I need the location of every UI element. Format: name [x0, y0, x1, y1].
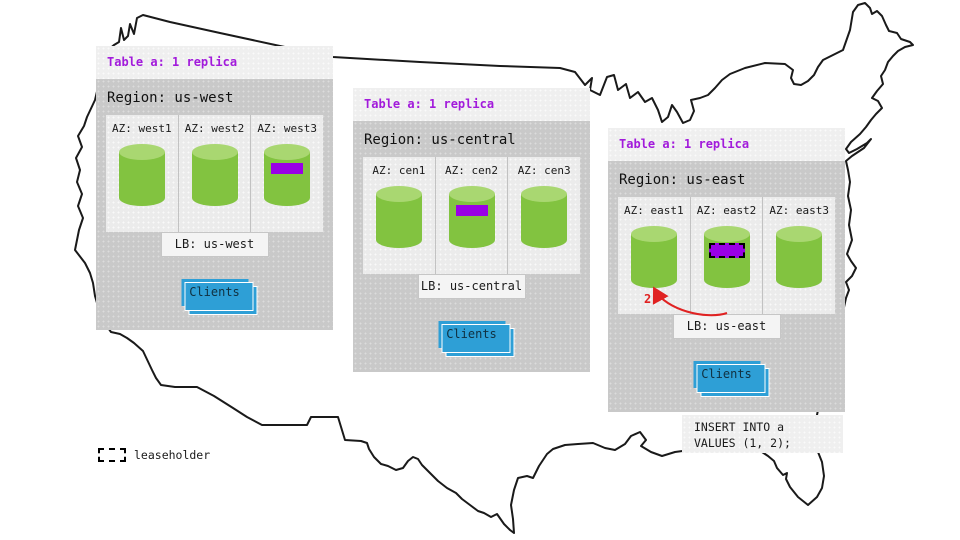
az-label: AZ: east3	[769, 204, 829, 217]
replica-range	[708, 243, 745, 258]
database-node-cylinder	[118, 144, 165, 206]
region-body: Region: us-central AZ: cen1 AZ: cen2 AZ:…	[353, 121, 590, 372]
table-replica-header: Table a: 1 replica (leaseholder)	[608, 128, 845, 184]
az-label: AZ: cen1	[372, 164, 426, 177]
load-balancer-box: LB: us-west	[160, 232, 269, 257]
replica-range	[271, 163, 304, 174]
inserted-value-label: 2	[644, 292, 652, 306]
region-title: Region: us-west	[107, 90, 234, 106]
region-title: Region: us-east	[619, 172, 746, 188]
replica-range	[455, 205, 488, 216]
region-panel-us-east: Table a: 1 replica (leaseholder) Region:…	[608, 128, 845, 412]
clients-box: Clients	[438, 321, 514, 357]
load-balancer-box: LB: us-central	[417, 274, 526, 299]
leaseholder-legend: leaseholder	[98, 448, 210, 462]
az-column: AZ: east2	[691, 197, 764, 314]
region-body: Region: us-east AZ: east1 AZ: east2 AZ: …	[608, 161, 845, 412]
region-panel-us-west: Table a: 1 replica Region: us-west AZ: w…	[96, 46, 333, 330]
clients-box: Clients	[693, 361, 769, 397]
database-node-cylinder	[448, 186, 495, 248]
database-node-cylinder	[703, 226, 750, 288]
load-balancer-box: LB: us-east	[672, 314, 781, 339]
az-label: AZ: west2	[184, 122, 245, 135]
table-replica-header: Table a: 1 replica	[96, 46, 333, 79]
region-panel-us-central: Table a: 1 replica Region: us-central AZ…	[353, 88, 590, 372]
sql-insert-statement: INSERT INTO a VALUES (1, 2);	[682, 415, 843, 453]
az-label: AZ: east2	[696, 204, 757, 217]
az-column: AZ: west1	[106, 115, 179, 232]
az-container: AZ: east1 AZ: east2 AZ: east3	[618, 197, 835, 314]
database-node-cylinder	[191, 144, 238, 206]
region-body: Region: us-west AZ: west1 AZ: west2 AZ: …	[96, 79, 333, 330]
usa-border-path	[74, 2, 914, 534]
leaseholder-legend-label: leaseholder	[134, 448, 211, 462]
az-label: AZ: east1	[624, 204, 684, 217]
az-column: AZ: cen3	[508, 157, 580, 274]
az-column: AZ: east1	[618, 197, 691, 314]
az-column: AZ: west3	[251, 115, 323, 232]
database-node-cylinder	[630, 226, 677, 288]
az-column: AZ: cen1	[363, 157, 436, 274]
database-node-cylinder	[264, 144, 311, 206]
az-column: AZ: east3	[763, 197, 835, 314]
sql-line-2: VALUES (1, 2);	[694, 436, 791, 450]
database-node-cylinder	[776, 226, 823, 288]
az-column: AZ: west2	[179, 115, 252, 232]
az-column: AZ: cen2	[436, 157, 509, 274]
az-label: AZ: cen2	[445, 164, 498, 177]
az-container: AZ: west1 AZ: west2 AZ: west3	[106, 115, 323, 232]
database-node-cylinder	[521, 186, 568, 248]
az-label: AZ: cen3	[517, 164, 571, 177]
sql-line-1: INSERT INTO a	[694, 420, 785, 434]
clients-box: Clients	[181, 279, 257, 315]
table-replica-header: Table a: 1 replica	[353, 88, 590, 121]
az-label: AZ: west3	[257, 122, 317, 135]
region-title: Region: us-central	[364, 132, 516, 148]
az-label: AZ: west1	[112, 122, 172, 135]
leaseholder-swatch-icon	[98, 448, 126, 462]
az-container: AZ: cen1 AZ: cen2 AZ: cen3	[363, 157, 580, 274]
database-node-cylinder	[375, 186, 422, 248]
